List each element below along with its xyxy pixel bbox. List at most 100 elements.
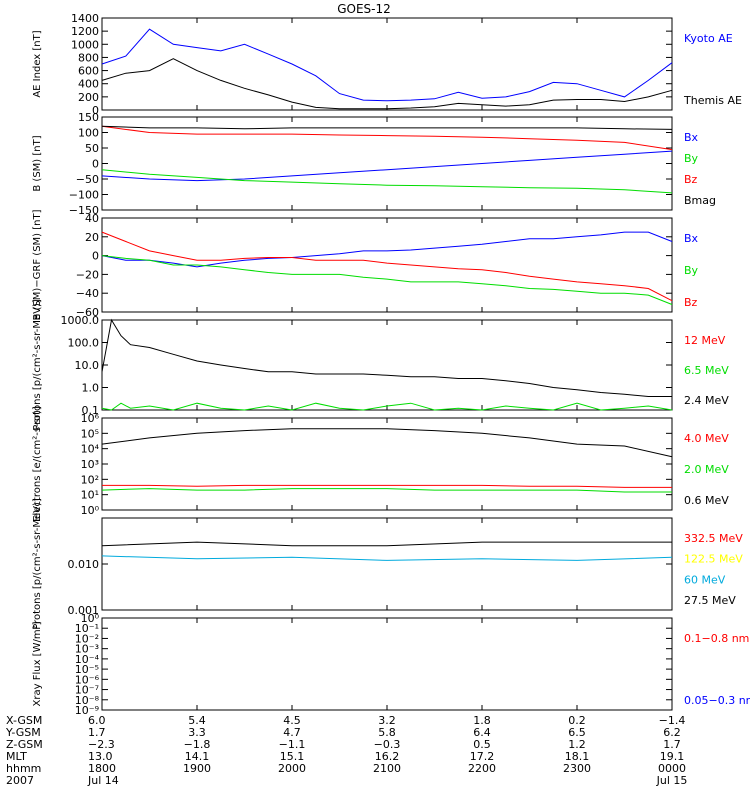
legend-entry: 2.0 MeV (684, 463, 729, 476)
legend-entry: 0.05−0.3 nm (684, 694, 750, 707)
axis-tick-value: 19.1 (660, 750, 685, 763)
y-tick-label: 200 (78, 91, 99, 104)
axis-tick-value: 6.2 (663, 726, 681, 739)
y-tick-label: 20 (85, 231, 99, 244)
y-tick-label: −150 (69, 204, 99, 217)
y-tick-label: 0 (92, 104, 99, 117)
y-tick-label: 10³ (81, 458, 99, 471)
series-line (101, 125, 673, 151)
axis-row-label: hhmm (6, 762, 41, 775)
axis-tick-value: Jul 14 (87, 774, 119, 787)
axis-row-label: 2007 (6, 774, 34, 787)
panel-2: −150 −100 −50 0 50 100 150 B (SM) [nT] Bx By Bz Bma… (32, 111, 716, 217)
y-tick-label: 0 (92, 250, 99, 263)
y-tick-label: 150 (78, 111, 99, 124)
y-tick-label: 1.0 (82, 382, 100, 395)
legend-entry: 0.1−0.8 nm (684, 632, 749, 645)
y-tick-label: 1000.0 (61, 314, 100, 327)
series-line (101, 555, 673, 561)
axis-tick-value: −1.4 (659, 714, 686, 727)
series-line (101, 255, 673, 305)
y-tick-label: 10¹ (81, 489, 99, 502)
y-tick-label: 1200 (71, 25, 99, 38)
axis-tick-value: 13.0 (88, 750, 113, 763)
axis-tick-value: 5.8 (378, 726, 396, 739)
legend-entry: 6.5 MeV (684, 364, 729, 377)
panel-4: 0.1 1.0 10.0 100.0 1000.0 Protons [p/(cm²-s-s… (32, 299, 729, 431)
axis-tick-value: 2300 (563, 762, 591, 775)
y-tick-label: −40 (76, 287, 99, 300)
series-line (101, 541, 672, 547)
axis-tick-value: 1800 (88, 762, 116, 775)
series-line (101, 231, 673, 302)
axis-row-label: MLT (6, 750, 27, 763)
panel-frame (101, 116, 673, 211)
series-line (101, 150, 673, 182)
y-axis-label: B (SM)−GRF (SM) [nT] (32, 209, 43, 320)
legend-entry: 0.6 MeV (684, 494, 729, 507)
axis-tick-value: 6.4 (473, 726, 491, 739)
chart-title: GOES-12 (337, 2, 391, 16)
series-line (101, 402, 673, 411)
y-tick-label: 10⁻⁴ (75, 653, 100, 666)
axis-tick-value: 4.5 (283, 714, 301, 727)
series-line (101, 125, 673, 130)
axis-row-label: Z-GSM (6, 738, 43, 751)
series-line (101, 58, 673, 110)
y-tick-label: −100 (69, 189, 99, 202)
panel-6: 0.001 0.010 Protons [p/(cm²-s-sr-MeV)] 332.… (32, 498, 743, 630)
legend-entry: Bz (684, 173, 698, 186)
axis-tick-value: 6.0 (88, 714, 106, 727)
axis-row-label: X-GSM (6, 714, 42, 727)
series-line (101, 231, 673, 268)
y-tick-label: 10⁰ (81, 612, 100, 625)
y-tick-label: 10⁶ (81, 412, 100, 425)
legend-entry: Bx (684, 131, 699, 144)
y-tick-label: 40 (85, 212, 99, 225)
panel-frame (101, 17, 673, 111)
y-tick-label: 10⁻¹ (75, 622, 99, 635)
y-tick-label: 1000 (71, 38, 99, 51)
axis-tick-value: 0.5 (473, 738, 491, 751)
legend-entry: 4.0 MeV (684, 432, 729, 445)
panel-frame (101, 417, 673, 511)
axis-tick-value: 1.7 (663, 738, 681, 751)
axis-tick-value: 17.2 (470, 750, 495, 763)
panel-frame (101, 617, 673, 711)
series-line (101, 28, 673, 102)
y-tick-label: 0.1 (82, 404, 100, 417)
panel-3: −60 −40 −20 0 20 40 B (SM)−GRF (SM) [nT] Bx By Bz (32, 209, 699, 320)
axis-tick-value: 3.2 (378, 714, 396, 727)
axis-tick-value: 2000 (278, 762, 306, 775)
y-tick-label: 0.010 (68, 558, 100, 571)
y-tick-label: 10⁵ (81, 427, 99, 440)
axis-tick-value: Jul 15 (656, 774, 688, 787)
axis-tick-value: 15.1 (280, 750, 305, 763)
legend-entry: Kyoto AE (684, 32, 733, 45)
y-axis-label: AE Index [nT] (32, 30, 43, 97)
axis-tick-value: 1900 (183, 762, 211, 775)
axis-tick-value: −0.3 (374, 738, 401, 751)
axis-row-label: Y-GSM (5, 726, 41, 739)
y-axis-label: Electrons [e/(cm²-s-sr)] (32, 406, 43, 522)
y-tick-label: 100 (78, 127, 99, 140)
y-tick-label: −60 (76, 306, 99, 319)
legend-entry: Themis AE (683, 94, 742, 107)
axis-tick-value: 2200 (468, 762, 496, 775)
legend-entry: 2.4 MeV (684, 394, 729, 407)
y-axis-label: Protons [p/(cm²-s-sr-MeV)] (32, 299, 43, 431)
x-axis-rows: X-GSMY-GSMZ-GSMMLThhmm20076.01.7−2.313.0… (5, 714, 687, 787)
y-tick-label: 0 (92, 158, 99, 171)
y-tick-label: 10⁰ (81, 504, 100, 517)
y-tick-label: 10⁻⁷ (75, 684, 99, 697)
y-tick-label: 400 (78, 78, 99, 91)
legend-entry: 122.5 MeV (684, 553, 743, 566)
y-tick-label: 10⁻⁵ (75, 663, 99, 676)
y-tick-label: 10⁻⁶ (75, 673, 100, 686)
axis-tick-value: 14.1 (185, 750, 210, 763)
axis-tick-value: 0000 (658, 762, 686, 775)
